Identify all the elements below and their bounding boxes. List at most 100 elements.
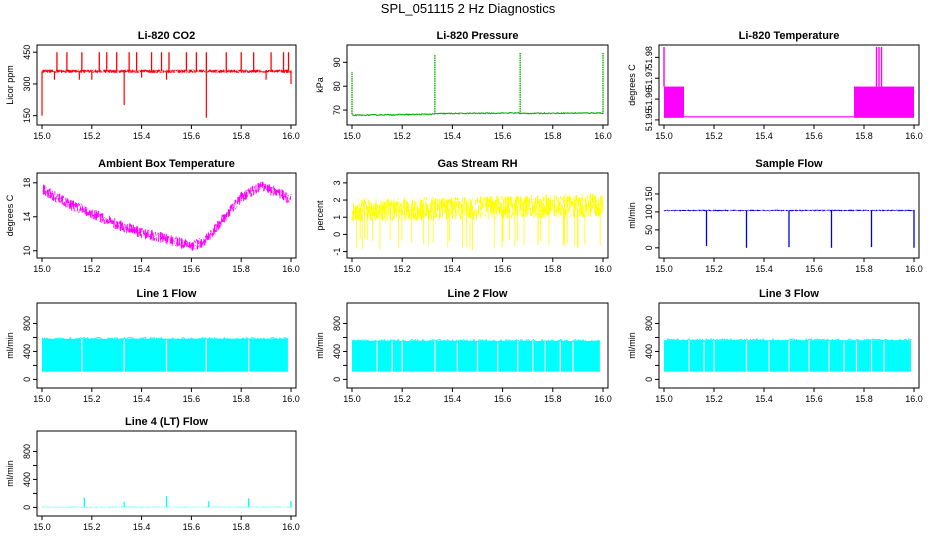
x-tick-label: 16.0 xyxy=(282,394,300,404)
plot-frame xyxy=(658,302,920,389)
y-tick-label: 51.96 xyxy=(644,88,654,111)
x-tick-label: 15.8 xyxy=(855,264,873,274)
plot-frame xyxy=(346,172,609,259)
plot-frame xyxy=(36,430,297,517)
x-tick-label: 15.8 xyxy=(544,131,562,141)
x-tick-label: 15.0 xyxy=(33,394,51,404)
y-tick-label: 0 xyxy=(644,245,654,250)
x-tick-label: 15.6 xyxy=(805,394,823,404)
x-tick-label: 16.0 xyxy=(594,264,612,274)
x-tick-label: 15.6 xyxy=(494,131,512,141)
x-tick-label: 15.4 xyxy=(444,264,462,274)
flow-band xyxy=(664,340,912,372)
y-tick-label: 0 xyxy=(22,377,32,382)
y-tick-label: -1 xyxy=(332,248,342,256)
chart-panel-7: Line 1 Flow 15.0 15.2 15.4 15.6 15.8 16.0 0 400 8… xyxy=(5,288,300,404)
panel-title: Li-820 Temperature xyxy=(739,30,840,42)
series xyxy=(351,338,602,373)
chart-panel-5: Gas Stream RH 15.0 15.2 15.4 15.6 15.8 16.0 -1 0… xyxy=(315,158,612,274)
x-tick-label: 15.8 xyxy=(232,394,250,404)
y-tick-label: 800 xyxy=(644,316,654,331)
x-tick-label: 15.6 xyxy=(494,394,512,404)
y-tick-label: 400 xyxy=(22,344,32,359)
x-tick-label: 16.0 xyxy=(905,131,923,141)
x-tick-label: 15.6 xyxy=(805,264,823,274)
panel-title: Li-820 Pressure xyxy=(437,30,519,42)
y-tick-label: 51.98 xyxy=(644,46,654,69)
panel-title: Ambient Box Temperature xyxy=(98,158,235,170)
x-tick-label: 15.0 xyxy=(33,264,51,274)
x-tick-label: 15.0 xyxy=(655,264,673,274)
y-tick-label: 0 xyxy=(332,232,342,237)
series-line xyxy=(41,181,292,251)
x-tick-label: 15.8 xyxy=(544,264,562,274)
y-tick-label: 0 xyxy=(22,505,32,510)
plot-frame xyxy=(36,302,297,389)
y-axis-label: ml/min xyxy=(627,202,637,229)
x-tick-label: 15.4 xyxy=(755,264,773,274)
y-tick-label: 100 xyxy=(644,204,654,219)
x-tick-label: 15.6 xyxy=(183,394,201,404)
x-tick-label: 15.2 xyxy=(83,264,101,274)
panel-title: Gas Stream RH xyxy=(437,158,517,170)
panel-title: Line 2 Flow xyxy=(448,288,508,300)
x-tick-label: 15.2 xyxy=(83,394,101,404)
y-tick-label: 70 xyxy=(332,105,342,115)
x-tick-label: 15.2 xyxy=(393,394,411,404)
x-tick-label: 15.6 xyxy=(183,522,201,532)
y-tick-label: 2 xyxy=(332,198,342,203)
y-tick-label: 10 xyxy=(22,246,32,256)
y-axis-label: Licor ppm xyxy=(5,65,15,105)
chart-panel-10: Line 4 (LT) Flow 15.0 15.2 15.4 15.6 15.8 16.0… xyxy=(5,416,300,532)
series-line xyxy=(663,209,915,212)
x-tick-label: 15.0 xyxy=(655,394,673,404)
x-tick-label: 16.0 xyxy=(282,131,300,141)
x-tick-label: 15.6 xyxy=(183,264,201,274)
x-tick-label: 15.4 xyxy=(133,264,151,274)
series-line xyxy=(351,193,604,222)
x-tick-label: 15.6 xyxy=(183,131,201,141)
y-axis-label: percent xyxy=(315,200,325,231)
x-tick-label: 16.0 xyxy=(594,131,612,141)
y-tick-label: 150 xyxy=(22,108,32,123)
y-axis-label: ml/min xyxy=(5,460,15,487)
x-tick-label: 15.8 xyxy=(855,131,873,141)
series xyxy=(41,52,292,118)
y-axis-label: degrees C xyxy=(5,194,15,236)
x-tick-label: 15.2 xyxy=(705,264,723,274)
temperature-band xyxy=(664,86,684,118)
chart-panel-6: Sample Flow 15.0 15.2 15.4 15.6 15.8 16.0 0 50 10… xyxy=(627,158,923,274)
plot-frame xyxy=(658,172,920,259)
x-tick-label: 15.0 xyxy=(33,131,51,141)
y-tick-label: 18 xyxy=(22,178,32,188)
x-tick-label: 15.0 xyxy=(343,264,361,274)
y-tick-label: 3 xyxy=(332,180,342,185)
x-tick-label: 15.0 xyxy=(33,522,51,532)
y-tick-label: 150 xyxy=(644,186,654,201)
x-tick-label: 15.2 xyxy=(83,131,101,141)
x-tick-label: 15.2 xyxy=(393,264,411,274)
x-tick-label: 15.2 xyxy=(83,522,101,532)
y-tick-label: 90 xyxy=(332,57,342,67)
y-tick-label: 50 xyxy=(644,225,654,235)
y-tick-label: 450 xyxy=(22,45,32,60)
y-tick-label: 300 xyxy=(22,76,32,91)
y-tick-label: 800 xyxy=(332,316,342,331)
panel-title: Sample Flow xyxy=(755,158,823,170)
pressure-segment xyxy=(434,111,521,115)
panel-title: Line 1 Flow xyxy=(137,288,197,300)
chart-panel-3: Li-820 Temperature 15.0 15.2 15.4 15.6 15.8 16… xyxy=(627,30,923,141)
series xyxy=(41,181,292,251)
x-tick-label: 16.0 xyxy=(282,522,300,532)
series xyxy=(663,209,915,248)
panel-title: Line 4 (LT) Flow xyxy=(125,416,208,428)
y-tick-label: 14 xyxy=(22,212,32,222)
flow-top-edge xyxy=(663,337,912,343)
x-tick-label: 15.6 xyxy=(494,264,512,274)
series xyxy=(41,496,292,508)
panel-title: Line 3 Flow xyxy=(759,288,819,300)
y-axis-label: ml/min xyxy=(627,332,637,359)
x-tick-label: 16.0 xyxy=(905,394,923,404)
x-tick-label: 15.4 xyxy=(133,394,151,404)
